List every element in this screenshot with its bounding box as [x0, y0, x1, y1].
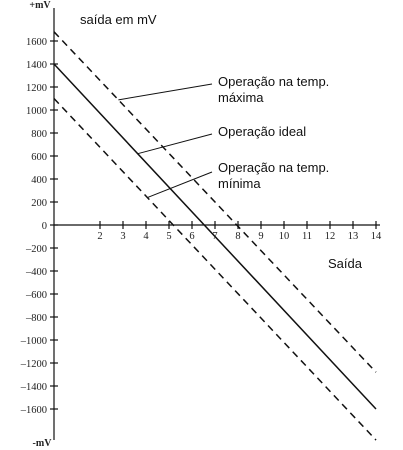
annotation-leader: [147, 171, 213, 199]
x-tick-label: 10: [279, 231, 290, 242]
y-tick-label: –200: [25, 244, 47, 255]
y-axis-bottom-label: -mV: [33, 438, 53, 449]
y-tick-label: –800: [25, 313, 47, 324]
y-tick-label: 1000: [26, 106, 47, 117]
x-tick-label: 3: [120, 231, 125, 242]
y-tick-label: 1400: [26, 60, 47, 71]
y-tick-label: –600: [25, 290, 47, 301]
x-tick-label: 11: [302, 231, 312, 242]
x-tick-label: 12: [325, 231, 336, 242]
y-tick-label: 1600: [26, 37, 47, 48]
annotation-leader: [118, 83, 213, 101]
annotation-label: Operação na temp.: [218, 160, 329, 175]
y-tick-label: 0: [42, 221, 47, 232]
x-tick-label: 5: [166, 231, 171, 242]
y-tick-label: 400: [31, 175, 47, 186]
y-tick-label: –400: [25, 267, 47, 278]
series-line-2: [53, 63, 377, 410]
y-tick-label: –1000: [20, 336, 47, 347]
y-tick-label: 200: [31, 198, 47, 209]
y-tick-label: 800: [31, 129, 47, 140]
series-line-1: [53, 31, 377, 373]
x-tick-label: 14: [371, 231, 382, 242]
y-axis-title: saída em mV: [80, 12, 157, 27]
x-tick-label: 2: [97, 231, 102, 242]
annotation-label: Operação ideal: [218, 124, 306, 139]
y-tick-label: –1400: [20, 382, 47, 393]
y-tick-label: 1200: [26, 83, 47, 94]
y-tick-label: –1600: [20, 405, 47, 416]
x-tick-label: 9: [258, 231, 263, 242]
y-tick-label: –1200: [20, 359, 47, 370]
x-tick-label: 13: [348, 231, 359, 242]
annotation-label: Operação na temp.: [218, 74, 329, 89]
x-tick-label: 6: [189, 231, 194, 242]
y-tick-label: 600: [31, 152, 47, 163]
annotation-label: mínima: [218, 176, 261, 191]
x-tick-label: 4: [143, 231, 149, 242]
y-axis-top-label: +mV: [29, 0, 51, 11]
x-tick-label: 8: [235, 231, 240, 242]
x-axis-title: Saída: [328, 256, 363, 271]
annotation-label: máxima: [218, 90, 264, 105]
series-line-3: [53, 97, 377, 441]
annotation-leader: [137, 133, 213, 155]
